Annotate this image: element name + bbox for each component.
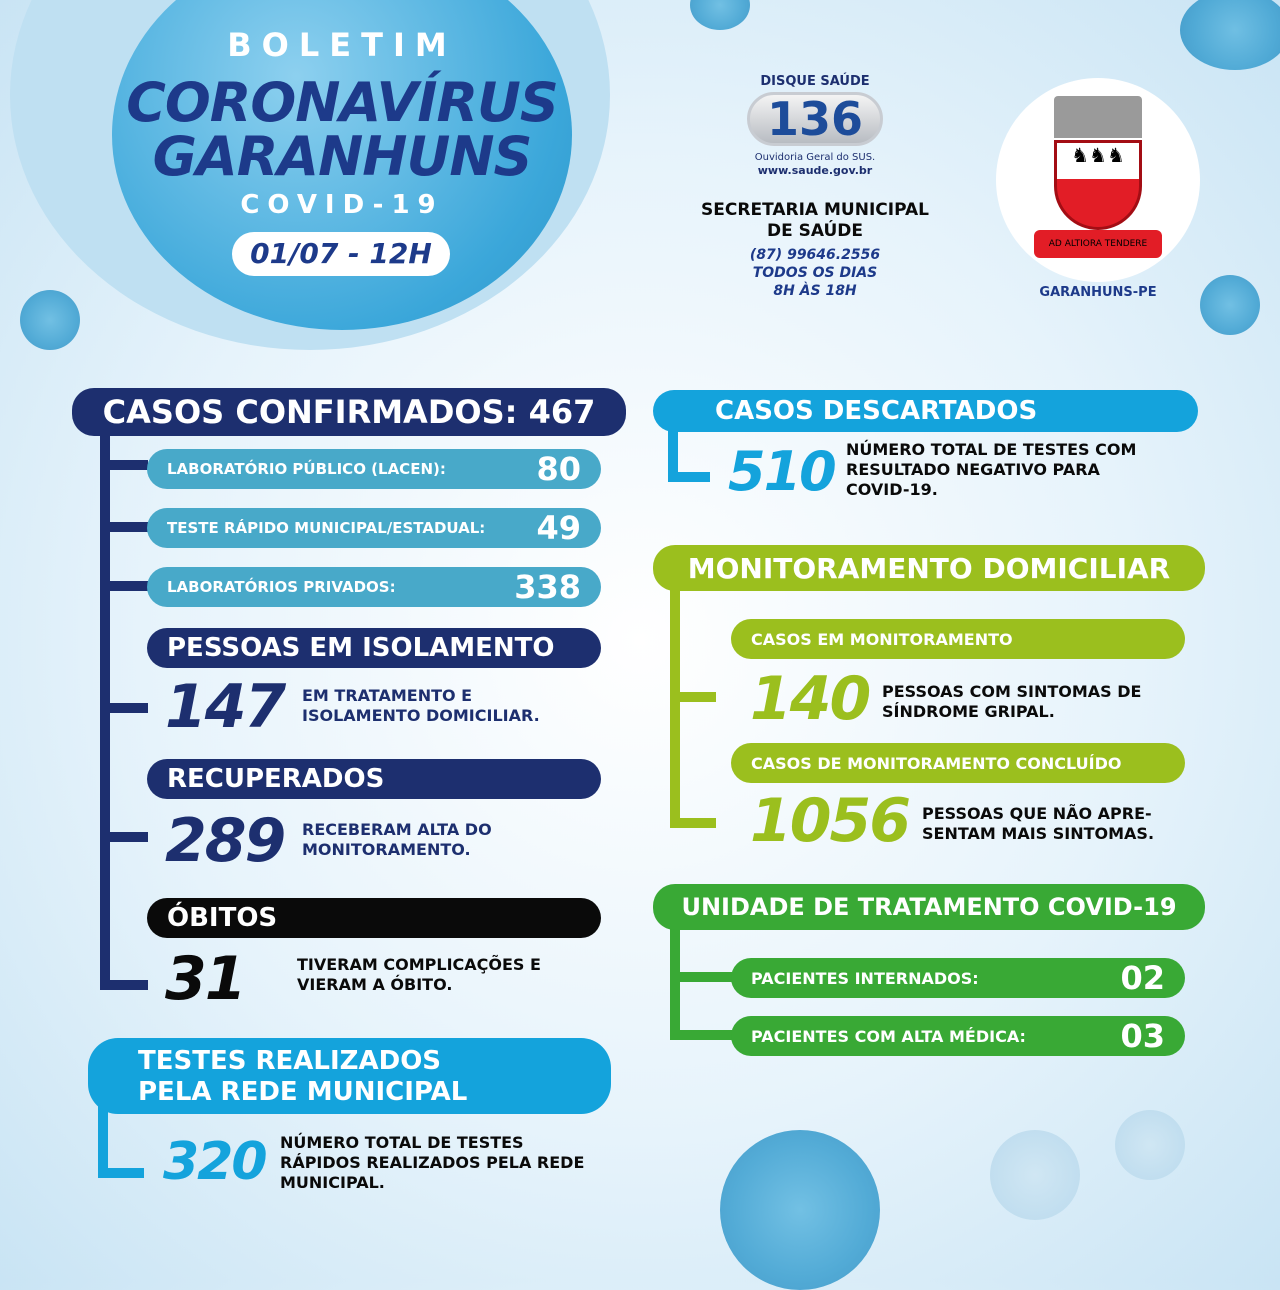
desc-line: PESSOAS COM SINTOMAS DE (882, 682, 1142, 701)
connector (100, 522, 148, 532)
secretaria-2: DE SAÚDE (766, 221, 864, 241)
connector (100, 832, 148, 842)
confirmados-item: TESTE RÁPIDO MUNICIPAL/ESTADUAL: 49 (147, 508, 601, 548)
connector (670, 972, 732, 982)
crown-icon (1054, 96, 1142, 138)
testes-desc: NÚMERO TOTAL DE TESTES RÁPIDOS REALIZADOS… (280, 1133, 584, 1193)
isolamento-title: PESSOAS EM ISOLAMENTO (147, 628, 601, 668)
recuperados-desc: RECEBERAM ALTA DO MONITORAMENTO. (302, 820, 492, 860)
isolamento-desc: EM TRATAMENTO E ISOLAMENTO DOMICILIAR. (302, 686, 540, 726)
title-line1: CORONAVÍRUS (126, 71, 559, 134)
desc-line: RESULTADO NEGATIVO PARA (846, 460, 1100, 479)
item-value: 338 (514, 568, 581, 606)
item-value: 03 (1120, 1017, 1165, 1055)
monitoramento-value2: 1056 (750, 786, 911, 856)
monitoramento-title: MONITORAMENTO DOMICILIAR (653, 545, 1205, 591)
virus-icon (990, 1130, 1080, 1220)
virus-icon (690, 0, 750, 30)
isolamento-value: 147 (165, 672, 286, 742)
recuperados-title: RECUPERADOS (147, 759, 601, 799)
desc-line: MONITORAMENTO. (302, 840, 471, 859)
item-value: 80 (536, 450, 581, 488)
recuperados-value: 289 (165, 806, 286, 876)
unidade-item: PACIENTES COM ALTA MÉDICA: 03 (731, 1016, 1185, 1056)
desc-line: RECEBERAM ALTA DO (302, 820, 492, 839)
item-label: LABORATÓRIOS PRIVADOS: (167, 578, 396, 596)
descartados-value: 510 (728, 440, 837, 503)
motto-ribbon: AD ALTIORA TENDERE (1034, 230, 1162, 258)
obitos-title: ÓBITOS (147, 898, 601, 938)
virus-icon (20, 290, 80, 350)
confirmados-title: CASOS CONFIRMADOS: 467 (72, 388, 626, 436)
secretaria-1: SECRETARIA MUNICIPAL (701, 200, 929, 220)
title-line2: GARANHUNS (152, 125, 533, 188)
connector (670, 818, 716, 828)
obitos-desc: TIVERAM COMPLICAÇÕES E VIERAM A ÓBITO. (297, 955, 541, 995)
title-line: PELA REDE MUNICIPAL (138, 1077, 468, 1107)
title-line: TESTES REALIZADOS (138, 1046, 442, 1076)
confirmados-item: LABORATÓRIOS PRIVADOS: 338 (147, 567, 601, 607)
virus-icon (1180, 0, 1280, 70)
connector (668, 420, 678, 482)
phone: (87) 99646.2556 (749, 247, 881, 263)
obitos-value: 31 (165, 944, 246, 1014)
connector (100, 703, 148, 713)
subtitle: COVID-19 (240, 190, 444, 220)
connector (670, 692, 716, 702)
item-label: PACIENTES INTERNADOS: (751, 968, 979, 988)
desc-line: SÍNDROME GRIPAL. (882, 702, 1055, 721)
monitoramento-sub2: CASOS DE MONITORAMENTO CONCLUÍDO (731, 743, 1185, 783)
desc-line: SENTAM MAIS SINTOMAS. (922, 824, 1155, 843)
monitoramento-sub1: CASOS EM MONITORAMENTO (731, 619, 1185, 659)
descartados-desc: NÚMERO TOTAL DE TESTES COM RESULTADO NEGA… (846, 440, 1136, 500)
days: TODOS OS DIAS (752, 265, 878, 281)
virus-icon (720, 1130, 880, 1290)
disque-label: DISQUE SAÚDE (760, 74, 870, 89)
eagles-icon: ♞♞♞ (1057, 143, 1139, 179)
desc-line: MUNICIPAL. (280, 1173, 385, 1192)
virus-icon (1200, 275, 1260, 335)
coat-of-arms: ♞♞♞ AD ALTIORA TENDERE (996, 78, 1200, 282)
descartados-title: CASOS DESCARTADOS (653, 390, 1198, 432)
confirmados-item: LABORATÓRIO PÚBLICO (LACEN): 80 (147, 449, 601, 489)
connector (98, 1100, 108, 1178)
testes-value: 320 (163, 1132, 268, 1192)
connector (670, 580, 680, 828)
desc-line: ISOLAMENTO DOMICILIAR. (302, 706, 540, 725)
monitoramento-desc1: PESSOAS COM SINTOMAS DE SÍNDROME GRIPAL. (882, 682, 1141, 722)
boletim-label: BOLETIM (227, 26, 457, 64)
item-label: TESTE RÁPIDO MUNICIPAL/ESTADUAL: (167, 519, 486, 537)
desc-line: PESSOAS QUE NÃO APRE- (922, 804, 1152, 823)
ouvidoria: Ouvidoria Geral do SUS. (754, 152, 876, 163)
testes-title: TESTES REALIZADOS PELA REDE MUNICIPAL (88, 1038, 611, 1114)
connector (670, 1030, 732, 1040)
connector (100, 460, 148, 470)
virus-icon (1115, 1110, 1185, 1180)
date-badge: 01/07 - 12H (232, 232, 450, 276)
connector (100, 980, 148, 990)
desc-line: NÚMERO TOTAL DE TESTES (280, 1133, 524, 1152)
site: www.saude.gov.br (757, 164, 873, 177)
shield-icon: ♞♞♞ (1054, 140, 1142, 230)
hotline-number: 136 (747, 92, 883, 146)
unidade-item: PACIENTES INTERNADOS: 02 (731, 958, 1185, 998)
item-label: PACIENTES COM ALTA MÉDICA: (751, 1026, 1026, 1046)
desc-line: VIERAM A ÓBITO. (297, 975, 453, 994)
monitoramento-value1: 140 (750, 664, 871, 734)
unidade-title: UNIDADE DE TRATAMENTO COVID-19 (653, 884, 1205, 930)
desc-line: NÚMERO TOTAL DE TESTES COM (846, 440, 1137, 459)
monitoramento-desc2: PESSOAS QUE NÃO APRE- SENTAM MAIS SINTOMA… (922, 804, 1154, 844)
connector (100, 581, 148, 591)
connector (98, 1168, 144, 1178)
desc-line: TIVERAM COMPLICAÇÕES E (297, 955, 541, 974)
connector (668, 472, 710, 482)
city-label: GARANHUNS-PE (1039, 285, 1157, 300)
desc-line: COVID-19. (846, 480, 938, 499)
item-value: 02 (1120, 959, 1165, 997)
desc-line: EM TRATAMENTO E (302, 686, 473, 705)
item-value: 49 (536, 509, 581, 547)
item-label: LABORATÓRIO PÚBLICO (LACEN): (167, 460, 446, 478)
hours: 8H ÀS 18H (773, 283, 857, 299)
desc-line: RÁPIDOS REALIZADOS PELA REDE (280, 1153, 585, 1172)
